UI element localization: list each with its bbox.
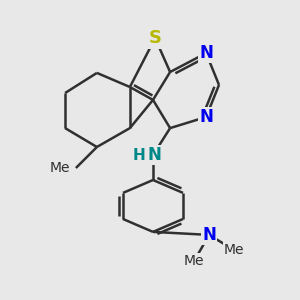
Text: H: H xyxy=(133,148,146,163)
Text: Me: Me xyxy=(184,254,204,268)
Text: Me: Me xyxy=(50,161,70,175)
Text: S: S xyxy=(148,29,162,47)
Text: Me: Me xyxy=(224,243,244,257)
Text: N: N xyxy=(199,44,213,62)
Text: N: N xyxy=(148,146,161,164)
Text: N: N xyxy=(202,226,216,244)
Text: N: N xyxy=(199,108,213,126)
